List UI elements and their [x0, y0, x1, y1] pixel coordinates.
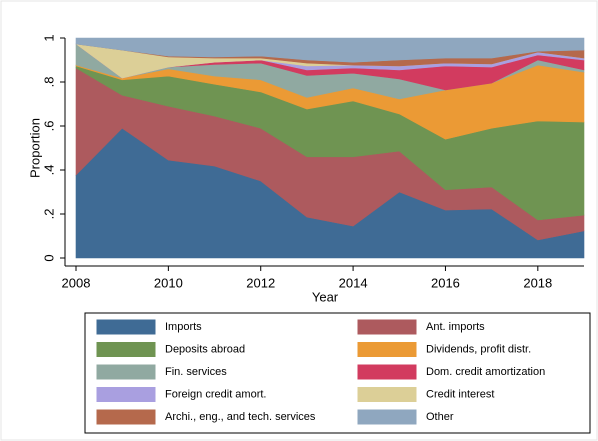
y-axis-title: Proportion [27, 118, 42, 178]
legend-swatch [96, 342, 156, 357]
x-axis-title: Year [312, 289, 339, 304]
legend-label: Dom. credit amortization [426, 366, 545, 378]
legend-label: Dividends, profit distr. [426, 343, 531, 355]
legend-swatch [357, 364, 417, 380]
legend-swatch [357, 342, 417, 357]
x-tick-label: 2008 [62, 275, 91, 290]
x-tick-label: 2016 [431, 275, 460, 290]
y-tick-label: 0 [41, 254, 56, 261]
legend-label: Other [426, 411, 454, 423]
legend [84, 312, 591, 434]
legend-swatch [96, 364, 156, 380]
x-tick-label: 2012 [246, 275, 275, 290]
x-tick-label: 2010 [154, 275, 183, 290]
legend-label: Credit interest [426, 388, 494, 400]
legend-swatch [357, 387, 417, 402]
legend-label: Ant. imports [426, 321, 485, 333]
area [75, 37, 585, 63]
legend-label: Fin. services [165, 366, 227, 378]
legend-label: Foreign credit amort. [165, 388, 266, 400]
x-tick-label: 2018 [523, 275, 552, 290]
legend-label: Deposits abroad [165, 343, 245, 355]
legend-swatch [96, 409, 156, 425]
y-tick-label: 1 [41, 34, 56, 41]
legend-swatch [357, 409, 417, 425]
y-tick-label: .4 [41, 165, 56, 176]
y-tick-label: .2 [41, 209, 56, 220]
y-tick-label: .8 [41, 77, 56, 88]
y-tick-label: .6 [41, 121, 56, 132]
legend-label: Archi., eng., and tech. services [165, 411, 316, 423]
legend-label: Imports [165, 321, 202, 333]
x-tick-label: 2014 [339, 275, 368, 290]
legend-swatch [357, 319, 417, 335]
legend-swatch [96, 387, 156, 402]
legend-swatch [96, 319, 156, 335]
legend-items: Imports Ant. imports Deposits abroad Divide… [96, 319, 545, 425]
